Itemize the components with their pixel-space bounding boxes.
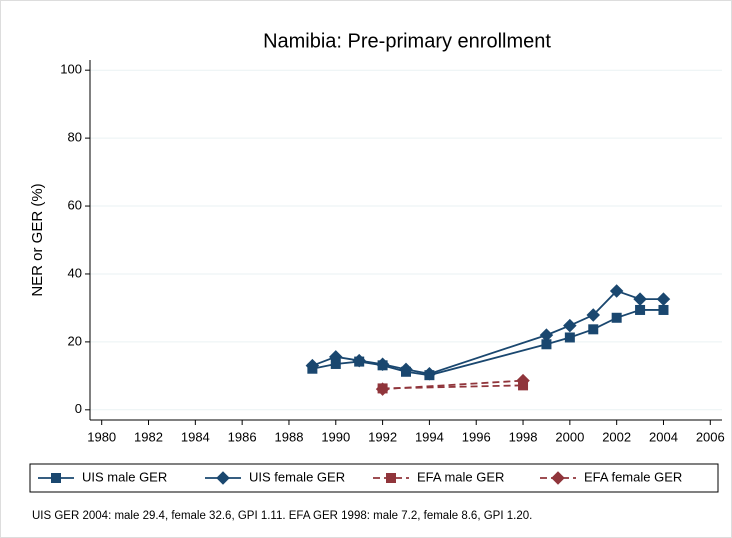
y-tick-label: 60 bbox=[68, 197, 82, 212]
x-tick-label: 1988 bbox=[275, 429, 304, 444]
y-axis-label: NER or GER (%) bbox=[29, 183, 46, 296]
x-tick-label: 1996 bbox=[462, 429, 491, 444]
y-tick-label: 20 bbox=[68, 333, 82, 348]
legend-label: EFA male GER bbox=[417, 469, 504, 484]
legend-marker bbox=[386, 473, 396, 483]
x-tick-label: 1986 bbox=[228, 429, 257, 444]
marker bbox=[352, 353, 366, 368]
y-tick-label: 0 bbox=[75, 401, 82, 416]
legend-label: EFA female GER bbox=[584, 469, 682, 484]
marker bbox=[305, 358, 320, 373]
x-tick-label: 1980 bbox=[87, 429, 116, 444]
x-tick-label: 1992 bbox=[368, 429, 397, 444]
x-tick-label: 1982 bbox=[134, 429, 163, 444]
x-tick-label: 1990 bbox=[321, 429, 350, 444]
marker bbox=[375, 357, 390, 372]
marker bbox=[563, 318, 577, 333]
legend-label: UIS male GER bbox=[82, 469, 167, 484]
marker bbox=[611, 312, 622, 323]
marker bbox=[541, 339, 552, 350]
marker bbox=[609, 284, 624, 298]
x-tick-label: 2004 bbox=[649, 429, 678, 444]
legend-marker bbox=[51, 473, 61, 483]
marker bbox=[330, 358, 341, 369]
y-tick-label: 40 bbox=[68, 265, 82, 280]
marker bbox=[633, 292, 647, 306]
y-tick-label: 80 bbox=[68, 130, 82, 145]
note: UIS GER 2004: male 29.4, female 32.6, GP… bbox=[32, 510, 532, 522]
legend-marker bbox=[551, 471, 565, 485]
marker bbox=[586, 308, 601, 322]
chart-title: Namibia: Pre-primary enrollment bbox=[263, 30, 551, 52]
marker bbox=[588, 324, 599, 335]
series-line bbox=[382, 379, 524, 390]
y-tick-label: 100 bbox=[60, 62, 82, 77]
marker bbox=[635, 304, 646, 315]
marker bbox=[539, 328, 554, 342]
marker bbox=[375, 382, 390, 396]
marker bbox=[422, 367, 437, 381]
legend-label: UIS female GER bbox=[249, 469, 345, 484]
x-tick-label: 2002 bbox=[602, 429, 631, 444]
x-tick-label: 1994 bbox=[415, 429, 444, 444]
marker bbox=[516, 373, 530, 388]
marker bbox=[329, 350, 343, 364]
x-tick-label: 1998 bbox=[509, 429, 538, 444]
marker bbox=[658, 304, 669, 315]
marker bbox=[656, 292, 671, 306]
x-tick-label: 2000 bbox=[555, 429, 584, 444]
x-tick-label: 1984 bbox=[181, 429, 210, 444]
marker bbox=[399, 362, 413, 377]
marker bbox=[564, 332, 575, 343]
x-tick-label: 2006 bbox=[696, 429, 725, 444]
legend-marker bbox=[216, 471, 230, 485]
